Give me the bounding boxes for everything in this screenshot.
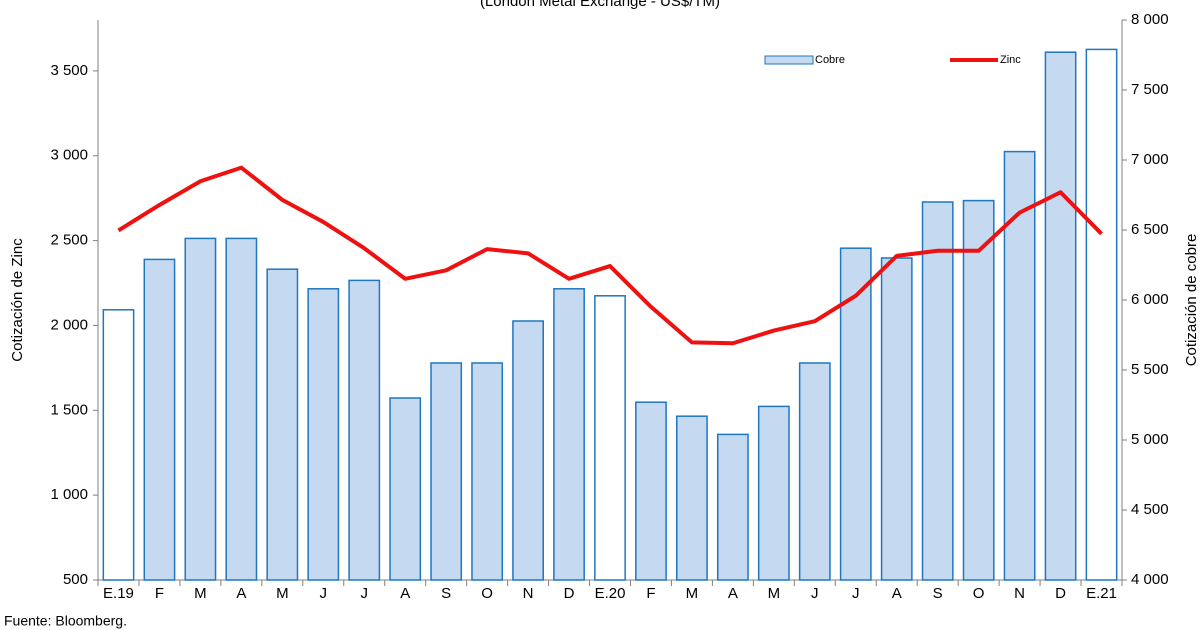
bar xyxy=(266,268,299,581)
bar xyxy=(921,201,954,581)
y2-tick-label: 4 000 xyxy=(1131,571,1169,588)
bar xyxy=(1044,51,1077,581)
bar xyxy=(102,309,135,581)
y2-tick-label: 5 500 xyxy=(1131,361,1169,378)
y-tick-label: 1 500 xyxy=(50,401,88,418)
bar xyxy=(716,433,749,581)
bar xyxy=(553,288,585,581)
bar xyxy=(962,199,995,581)
x-tick-label: E.19 xyxy=(103,585,134,602)
y2-tick-label: 7 500 xyxy=(1131,81,1169,98)
x-tick-label: O xyxy=(481,585,493,602)
bar xyxy=(143,258,176,581)
y-tick-label: 3 000 xyxy=(50,147,88,164)
bar xyxy=(880,257,913,581)
y2-tick-label: 6 000 xyxy=(1131,291,1169,308)
x-tick-label: M xyxy=(686,585,699,602)
y2-tick-label: 6 500 xyxy=(1131,221,1169,238)
y2-tick-label: 8 000 xyxy=(1131,11,1169,28)
bar xyxy=(348,279,381,581)
bar xyxy=(635,401,667,581)
bar xyxy=(225,237,258,581)
y2-axis-title: Cotización de cobre xyxy=(1183,234,1200,367)
legend-label: Cobre xyxy=(815,54,845,66)
x-tick-label: J xyxy=(852,585,860,602)
legend-swatch xyxy=(764,55,814,65)
x-tick-label: J xyxy=(811,585,819,602)
x-tick-label: A xyxy=(728,585,738,602)
y-tick-label: 1 000 xyxy=(50,486,88,503)
bar xyxy=(1003,150,1036,581)
y-tick-label: 500 xyxy=(63,571,88,588)
x-tick-label: A xyxy=(892,585,902,602)
x-tick-label: N xyxy=(1014,585,1025,602)
y2-tick-label: 4 500 xyxy=(1131,501,1169,518)
x-tick-label: A xyxy=(400,585,410,602)
x-tick-label: A xyxy=(236,585,246,602)
line xyxy=(117,165,1103,346)
bar xyxy=(389,397,422,581)
x-tick-label: D xyxy=(564,585,575,602)
x-tick-label: S xyxy=(441,585,451,602)
x-tick-label: M xyxy=(768,585,781,602)
x-tick-label: S xyxy=(933,585,943,602)
x-tick-label: O xyxy=(973,585,985,602)
x-tick-label: E.21 xyxy=(1086,585,1117,602)
y-axis-title: Cotización de Zinc xyxy=(9,238,26,362)
bar xyxy=(798,362,831,581)
bar xyxy=(1085,48,1118,581)
chart-title: (London Metal Exchange - US$/TM) xyxy=(480,0,720,10)
x-tick-label: F xyxy=(155,585,164,602)
x-tick-label: J xyxy=(360,585,368,602)
y2-tick-label: 7 000 xyxy=(1131,151,1169,168)
x-tick-label: F xyxy=(646,585,655,602)
x-tick-label: D xyxy=(1055,585,1066,602)
bar xyxy=(184,237,217,581)
y-tick-label: 2 500 xyxy=(50,232,88,249)
x-tick-label: J xyxy=(320,585,328,602)
bar xyxy=(471,362,504,581)
y-tick-label: 2 000 xyxy=(50,316,88,333)
y2-tick-label: 5 000 xyxy=(1131,431,1169,448)
legend-label: Zinc xyxy=(1000,54,1021,66)
x-tick-label: M xyxy=(194,585,207,602)
y-tick-label: 3 500 xyxy=(50,62,88,79)
x-tick-label: N xyxy=(523,585,534,602)
x-tick-label: M xyxy=(276,585,289,602)
bar xyxy=(512,320,544,581)
bar xyxy=(594,295,626,581)
bar xyxy=(676,415,708,581)
bar xyxy=(307,288,340,581)
bar xyxy=(430,362,463,581)
bar xyxy=(757,405,790,581)
x-tick-label: E.20 xyxy=(595,585,626,602)
source-note: Fuente: Bloomberg. xyxy=(4,613,127,629)
